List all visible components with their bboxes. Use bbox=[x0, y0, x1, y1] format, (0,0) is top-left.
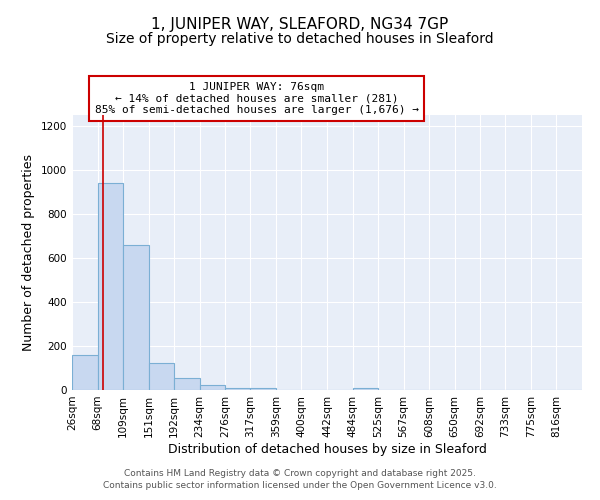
X-axis label: Distribution of detached houses by size in Sleaford: Distribution of detached houses by size … bbox=[167, 442, 487, 456]
Text: Contains HM Land Registry data © Crown copyright and database right 2025.
Contai: Contains HM Land Registry data © Crown c… bbox=[103, 468, 497, 490]
Bar bbox=[225, 388, 250, 390]
Y-axis label: Number of detached properties: Number of detached properties bbox=[22, 154, 35, 351]
Text: 1, JUNIPER WAY, SLEAFORD, NG34 7GP: 1, JUNIPER WAY, SLEAFORD, NG34 7GP bbox=[151, 18, 449, 32]
Bar bbox=[98, 183, 123, 390]
Bar bbox=[174, 378, 200, 390]
Bar bbox=[149, 362, 174, 390]
Bar bbox=[353, 388, 378, 390]
Text: 1 JUNIPER WAY: 76sqm
← 14% of detached houses are smaller (281)
85% of semi-deta: 1 JUNIPER WAY: 76sqm ← 14% of detached h… bbox=[95, 82, 419, 115]
Bar bbox=[123, 245, 149, 390]
Bar bbox=[72, 355, 98, 390]
Bar bbox=[199, 384, 225, 390]
Text: Size of property relative to detached houses in Sleaford: Size of property relative to detached ho… bbox=[106, 32, 494, 46]
Bar bbox=[250, 388, 276, 390]
